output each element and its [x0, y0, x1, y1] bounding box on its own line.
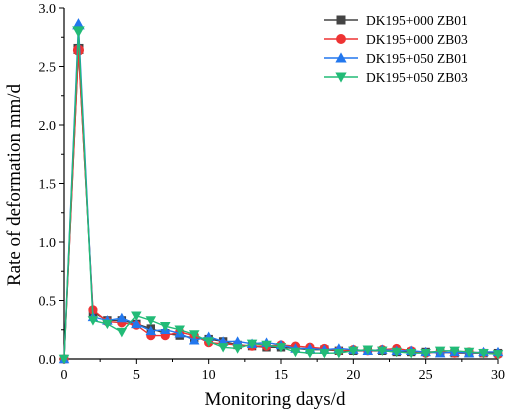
data-point [217, 343, 229, 353]
data-point [87, 316, 99, 326]
data-point [478, 348, 489, 359]
data-point [174, 325, 185, 335]
data-point [116, 312, 128, 323]
x-tick-label: 25 [419, 368, 433, 383]
axes: 0 5 10 15 20 25 30 0.0 0.5 1.0 1.5 2.0 2.5 3.0 [39, 2, 505, 383]
x-axis-title: Monitoring days/d [205, 389, 346, 410]
series-group [58, 18, 504, 365]
series-4 [58, 26, 504, 365]
data-point [188, 330, 200, 340]
data-point [232, 344, 243, 354]
data-point [362, 345, 374, 355]
y-tick-label: 0.5 [39, 295, 57, 310]
legend-item: DK195+050 ZB03 [324, 70, 468, 85]
x-tick-label: 10 [202, 368, 216, 383]
data-point [463, 347, 475, 358]
data-point [333, 348, 345, 359]
data-point [232, 336, 243, 346]
data-point [145, 316, 157, 326]
x-tick-label: 20 [346, 368, 360, 383]
legend-label: DK195+000 ZB03 [366, 32, 468, 47]
data-point [377, 346, 388, 357]
y-axis-title: Rate of deformation mm/d [4, 83, 25, 286]
data-point [131, 311, 142, 321]
legend-item: DK195+000 ZB01 [324, 13, 468, 28]
data-point [58, 354, 70, 365]
data-point [145, 325, 157, 336]
data-point [188, 335, 200, 345]
data-point [160, 322, 171, 332]
legend-marker [335, 72, 347, 83]
legend-label: DK195+050 ZB03 [366, 70, 468, 85]
y-tick-label: 0.0 [39, 353, 57, 368]
data-point [348, 346, 359, 357]
data-point [131, 318, 142, 329]
y-tick-label: 3.0 [39, 2, 57, 17]
data-point [304, 348, 316, 359]
y-tick-label: 1.5 [39, 178, 57, 193]
data-point [434, 346, 446, 357]
legend-item: DK195+000 ZB03 [324, 32, 468, 47]
y-tick-label: 2.0 [39, 119, 57, 134]
data-point [72, 26, 85, 38]
x-tick-label: 0 [61, 368, 68, 383]
data-point [391, 347, 402, 358]
y-tick-label: 2.5 [39, 61, 57, 76]
x-tick-label: 15 [274, 368, 288, 383]
data-point [492, 350, 504, 360]
data-point [246, 339, 258, 350]
data-point [275, 343, 287, 353]
data-point [116, 327, 128, 338]
data-point [290, 347, 301, 358]
legend-marker [335, 52, 347, 63]
series-line [63, 48, 498, 360]
series-2 [59, 44, 503, 364]
data-point [449, 346, 460, 357]
data-point [102, 319, 113, 330]
x-tick-label: 5 [133, 368, 140, 383]
legend-marker [336, 34, 346, 44]
series-line [63, 50, 499, 360]
y-tick-label: 1.0 [39, 236, 57, 251]
x-tick-label: 30 [491, 368, 505, 383]
legend-label: DK195+050 ZB01 [366, 51, 468, 66]
legend-item: DK195+050 ZB01 [324, 51, 468, 66]
data-point [203, 337, 214, 347]
data-point [72, 44, 84, 56]
legend-marker [336, 15, 346, 25]
data-point [319, 348, 330, 359]
data-point [261, 340, 272, 351]
legend: DK195+000 ZB01 DK195+000 ZB03 DK195+050 ZB… [324, 13, 468, 85]
data-point [405, 348, 417, 359]
data-point [420, 348, 431, 359]
series-1 [59, 43, 503, 364]
legend-label: DK195+000 ZB01 [366, 13, 468, 28]
